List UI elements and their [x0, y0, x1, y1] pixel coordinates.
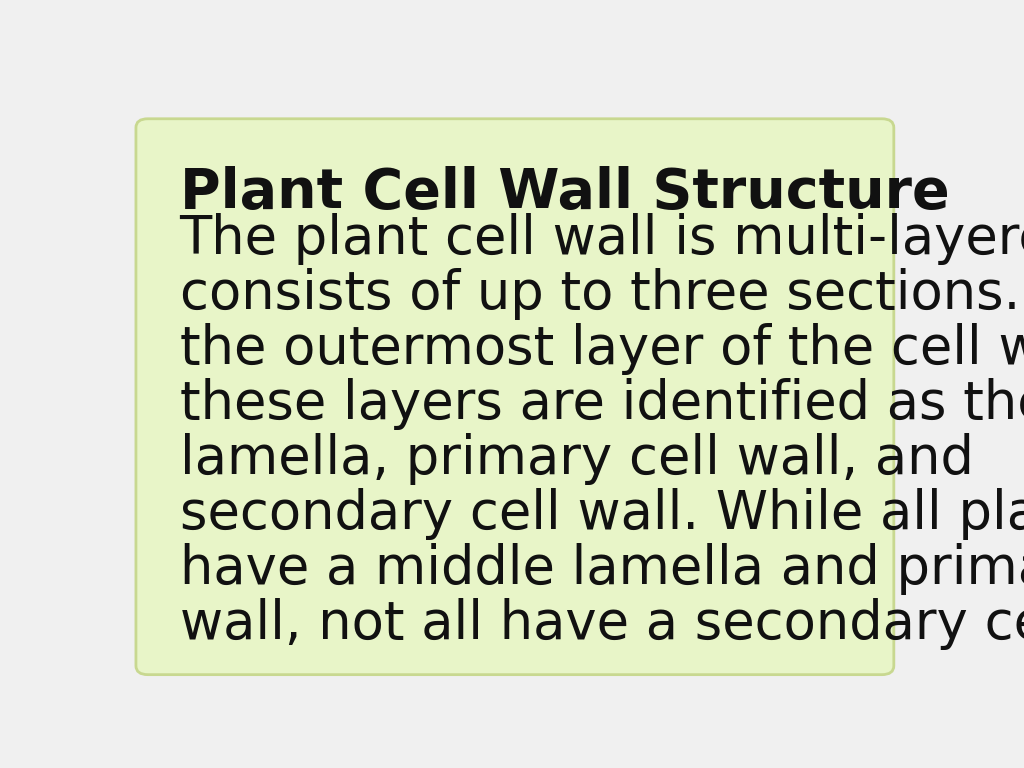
- Text: the outermost layer of the cell wall,: the outermost layer of the cell wall,: [179, 323, 1024, 376]
- Text: lamella, primary cell wall, and: lamella, primary cell wall, and: [179, 433, 974, 485]
- Text: Plant Cell Wall Structure: Plant Cell Wall Structure: [179, 166, 949, 220]
- Text: consists of up to three sections. From: consists of up to three sections. From: [179, 268, 1024, 320]
- Text: The plant cell wall is multi-layered and: The plant cell wall is multi-layered and: [179, 214, 1024, 266]
- Text: these layers are identified as the middle: these layers are identified as the middl…: [179, 379, 1024, 430]
- Text: wall, not all have a secondary cell wall.: wall, not all have a secondary cell wall…: [179, 598, 1024, 650]
- Text: have a middle lamella and primary cell: have a middle lamella and primary cell: [179, 544, 1024, 595]
- FancyBboxPatch shape: [136, 119, 894, 674]
- Text: secondary cell wall. While all plant cells: secondary cell wall. While all plant cel…: [179, 488, 1024, 541]
